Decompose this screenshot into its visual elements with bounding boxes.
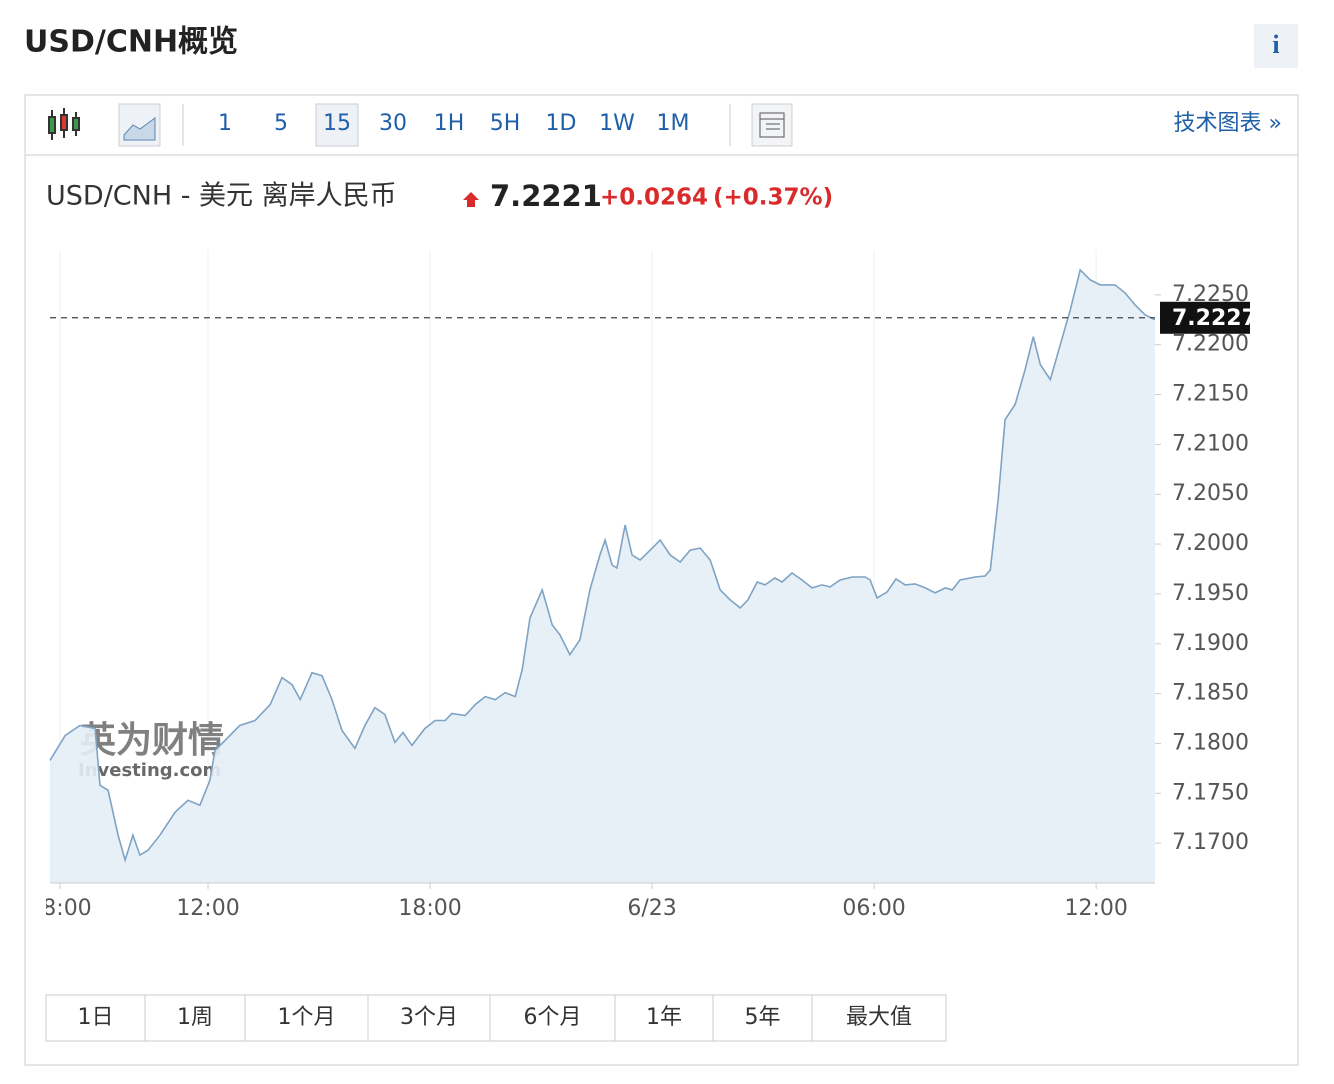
y-tick-label: 7.1750: [1172, 780, 1249, 805]
y-tick-label: 7.1850: [1172, 681, 1249, 706]
interval-button[interactable]: 30: [379, 111, 407, 136]
range-button[interactable]: [614, 994, 714, 1042]
interval-button[interactable]: 15: [323, 111, 351, 136]
toolbar: [24, 94, 1299, 156]
watermark-cn: 英为财情: [80, 720, 224, 761]
area-fill: [50, 269, 1155, 883]
y-tick-label: 7.1950: [1172, 581, 1249, 606]
range-label[interactable]: 3个月: [400, 1005, 458, 1030]
interval-button[interactable]: 1M: [657, 111, 690, 136]
interval-button[interactable]: 1H: [434, 111, 465, 136]
interval-button[interactable]: 1: [218, 111, 232, 136]
area-icon: [123, 117, 156, 141]
range-label[interactable]: 6个月: [524, 1005, 582, 1030]
range-label[interactable]: 最大值: [846, 1005, 912, 1030]
range-button[interactable]: [489, 994, 616, 1042]
range-button[interactable]: [811, 994, 947, 1042]
page-title: USD/CNH概览: [24, 25, 238, 60]
up-arrow: [463, 192, 479, 207]
range-label[interactable]: 1周: [177, 1005, 213, 1030]
interval-button[interactable]: 1W: [599, 111, 635, 136]
range-button[interactable]: [244, 994, 369, 1042]
range-label[interactable]: 1个月: [278, 1005, 336, 1030]
x-tick-label: 06:00: [842, 896, 905, 921]
candle-icon[interactable]: [48, 108, 80, 140]
quote-name: USD/CNH - 美元 离岸人民币: [46, 181, 397, 212]
info-icon[interactable]: i: [1272, 30, 1279, 59]
interval-button[interactable]: 5: [274, 111, 288, 136]
x-tick-label: 12:00: [176, 896, 239, 921]
y-tick-label: 7.2050: [1172, 481, 1249, 506]
last-price-label: 7.2227: [1172, 306, 1257, 331]
range-label[interactable]: 1日: [78, 1005, 114, 1030]
watermark-en: Investing.com: [78, 760, 221, 781]
y-tick-label: 7.2000: [1172, 531, 1249, 556]
layout-icon: [759, 112, 785, 138]
price-line: [49, 268, 1156, 863]
interval-button[interactable]: 5H: [490, 111, 521, 136]
y-tick-label: 7.1800: [1172, 730, 1249, 755]
range-label[interactable]: 5年: [745, 1005, 781, 1030]
last-price-tag: [1160, 301, 1250, 334]
interval-active[interactable]: [315, 103, 359, 147]
x-tick-label: 12:00: [1064, 896, 1127, 921]
x-tick-label: 08:00: [28, 896, 91, 921]
y-tick-label: 7.2100: [1172, 431, 1249, 456]
technical-chart-link[interactable]: 技术图表 »: [1174, 111, 1282, 136]
x-tick-label: 18:00: [398, 896, 461, 921]
quote-price: 7.2221: [490, 179, 602, 213]
range-button[interactable]: [144, 994, 246, 1042]
quote-change: +0.0264: [600, 185, 708, 211]
info-button[interactable]: [1254, 24, 1298, 68]
x-tick-label: 6/23: [627, 896, 676, 921]
range-button[interactable]: [367, 994, 491, 1042]
layout-button[interactable]: [751, 103, 793, 147]
quote-change-pct: (+0.37%): [713, 185, 833, 211]
y-tick-label: 7.1700: [1172, 830, 1249, 855]
y-tick-label: 7.2150: [1172, 382, 1249, 407]
y-tick-label: 7.2200: [1172, 332, 1249, 357]
range-label[interactable]: 1年: [646, 1005, 682, 1030]
range-button[interactable]: [712, 994, 813, 1042]
range-button[interactable]: [45, 994, 146, 1042]
interval-button[interactable]: 1D: [546, 111, 577, 136]
y-tick-label: 7.1900: [1172, 631, 1249, 656]
